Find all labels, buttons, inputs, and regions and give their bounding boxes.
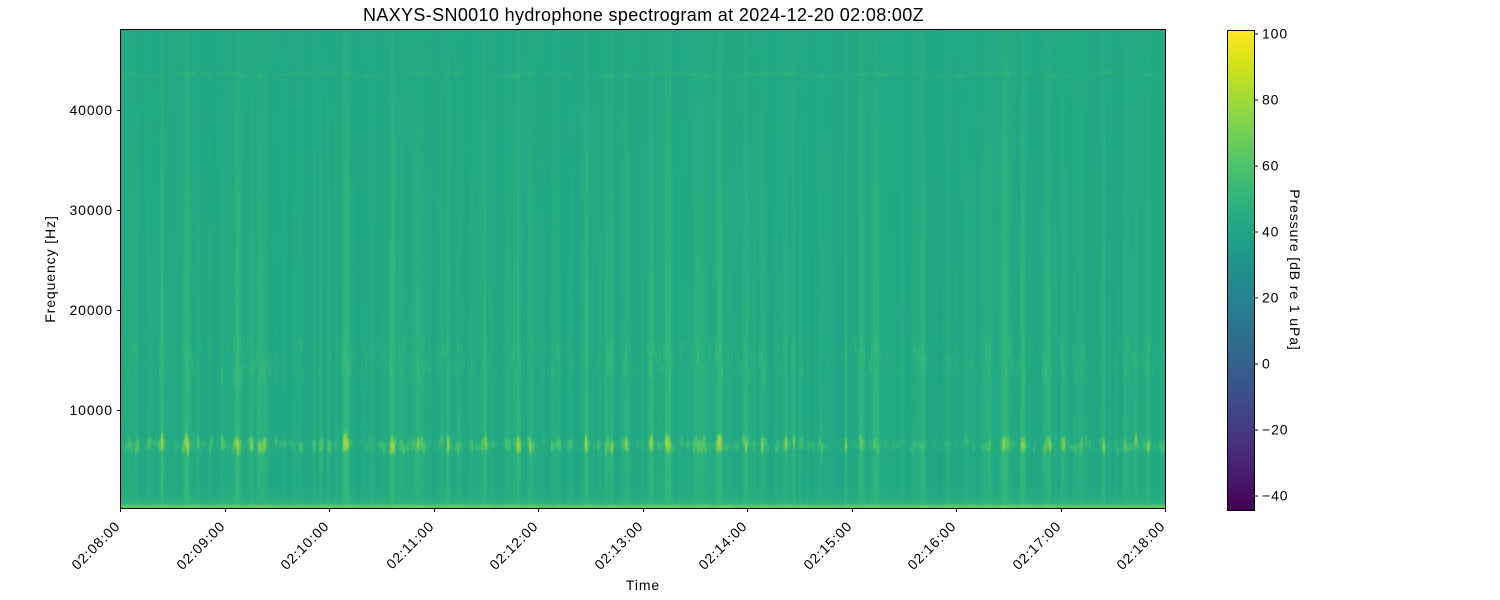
svg-text:80: 80	[1262, 92, 1279, 108]
svg-text:Frequency [Hz]: Frequency [Hz]	[42, 215, 58, 323]
svg-text:Time: Time	[626, 577, 660, 593]
svg-text:−40: −40	[1262, 488, 1288, 504]
svg-text:20: 20	[1262, 290, 1279, 306]
svg-text:10000: 10000	[69, 402, 112, 418]
svg-text:20000: 20000	[69, 302, 112, 318]
svg-text:0: 0	[1262, 356, 1271, 372]
svg-text:100: 100	[1262, 26, 1288, 42]
svg-text:Pressure [dB re 1 uPa]: Pressure [dB re 1 uPa]	[1287, 189, 1303, 350]
svg-text:−20: −20	[1262, 422, 1288, 438]
svg-text:NAXYS-SN0010 hydrophone spectr: NAXYS-SN0010 hydrophone spectrogram at 2…	[363, 5, 924, 25]
svg-text:30000: 30000	[69, 202, 112, 218]
svg-text:40: 40	[1262, 224, 1279, 240]
svg-text:40000: 40000	[69, 102, 112, 118]
svg-text:60: 60	[1262, 158, 1279, 174]
